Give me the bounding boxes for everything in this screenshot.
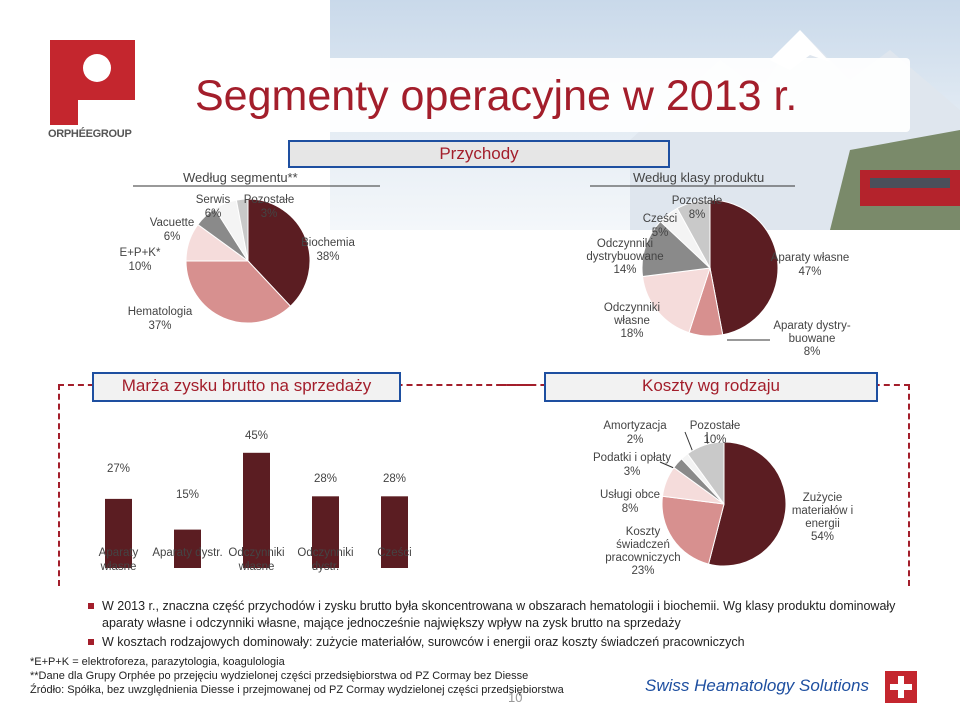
margin-bars	[105, 452, 408, 568]
product-slice-0	[709, 199, 779, 336]
product-slice-5	[676, 199, 711, 269]
margin-section-title: Marża zysku brutto na sprzedaży	[92, 372, 401, 402]
label-zuzycie: Zużycie materiałów i energii 54%	[791, 492, 854, 543]
margin-bar-3	[312, 496, 339, 568]
label-aparaty-dystrybuowane: Aparaty dystry-buowane 8%	[773, 320, 851, 358]
margin-bar-value-3: 28%	[313, 473, 338, 486]
segment-pie-slices	[185, 198, 311, 324]
page-title: Segmenty operacyjne w 2013 r.	[195, 72, 798, 120]
label-podatki: Podatki i opłaty 3%	[593, 452, 671, 478]
margin-bar-label-0: Aparaty własne	[98, 547, 139, 573]
footnote-source: Źródło: Spółka, bez uwzględnienia Diesse…	[30, 684, 564, 696]
margin-bar-1	[174, 529, 201, 568]
label-pozostale-segment: Pozostałe 3%	[243, 194, 295, 220]
label-aparaty-wlasne: Aparaty własne 47%	[770, 252, 850, 278]
margin-bar-label-4: Cześci	[377, 547, 412, 559]
label-epk: E+P+K* 10%	[119, 247, 161, 273]
costs-slice-5	[686, 441, 725, 506]
costs-pie-chart	[661, 441, 787, 567]
summary-bullets: W 2013 r., znaczna część przychodów i zy…	[88, 598, 903, 653]
costs-slice-1	[661, 495, 725, 565]
label-hematologia: Hematologia 37%	[127, 306, 193, 332]
revenue-section-title: Przychody	[288, 140, 670, 168]
product-pie-slices	[641, 199, 779, 337]
label-pozostale-product: Pozostałe 8%	[671, 195, 723, 221]
margin-bar-label-2: Odczynniki własne	[228, 547, 285, 573]
label-odczynniki-dystrybuowane: Odczynniki dystrybuowane 14%	[586, 238, 664, 276]
bullet-item: W kosztach rodzajowych dominowały: zużyc…	[88, 634, 903, 651]
bullet-item: W 2013 r., znaczna część przychodów i zy…	[88, 598, 903, 632]
label-czesci: Cześci 5%	[642, 213, 678, 239]
margin-bar-labels: 27% Aparaty własne 15% Aparaty dystr. 45% Odcz…	[88, 400, 428, 580]
by-segment-subtitle: Według segmentu**	[183, 170, 298, 185]
product-pie-chart	[641, 199, 779, 337]
logo-circle	[83, 54, 111, 82]
margin-bar-value-2: 45%	[244, 429, 269, 442]
costs-section-title: Koszty wg rodzaju	[544, 372, 878, 402]
label-odczynniki-wlasne: Odczynniki własne 18%	[603, 302, 661, 340]
margin-bar-label-1: Aparaty dystr.	[152, 547, 223, 559]
page-number: 10	[508, 690, 523, 705]
margin-bar-value-0: 27%	[106, 463, 131, 475]
logo-text: ORPHÉEGROUP	[48, 128, 132, 140]
label-uslugi-obce: Usługi obce 8%	[599, 489, 661, 515]
label-biochemia: Biochemia 38%	[301, 237, 355, 263]
margin-bar-0	[105, 498, 132, 568]
brand-tagline: Swiss Heamatology Solutions	[645, 676, 869, 695]
margin-bar-value-4: 28%	[382, 473, 407, 486]
footnote-data: **Dane dla Grupy Orphée po przejęciu wyd…	[30, 670, 529, 682]
costs-pie-slices	[661, 441, 787, 567]
header-panel	[160, 58, 910, 132]
segment-slice-1	[185, 260, 292, 324]
swiss-cross-icon	[885, 671, 917, 703]
logo-bar	[78, 100, 135, 125]
margin-bar-label-3: Odczynniki dystr.	[297, 547, 354, 573]
label-amortyzacja: Amortyzacja 2%	[603, 420, 667, 446]
product-slice-3	[641, 220, 712, 278]
margin-bar-4	[381, 496, 408, 568]
label-serwis: Serwis 6%	[195, 194, 231, 220]
margin-bar-2	[243, 452, 270, 568]
by-product-subtitle: Według klasy produktu	[633, 170, 765, 185]
segment-slice-5	[235, 198, 249, 262]
segment-slice-0	[247, 198, 311, 307]
footnote-epk: *E+P+K = elektroforeza, parazytologia, k…	[30, 656, 285, 668]
label-koszty-swiadczen: Koszty świadczeń pracowniczych 23%	[605, 526, 681, 577]
label-pozostale-costs: Pozostałe 10%	[689, 420, 741, 446]
product-slice-2	[641, 267, 711, 334]
label-vacuette: Vacuette 6%	[149, 217, 195, 243]
segment-pie-chart	[185, 198, 311, 324]
margin-bar-chart	[105, 452, 408, 568]
margin-bar-value-1: 15%	[175, 489, 200, 501]
costs-slice-0	[707, 441, 787, 567]
